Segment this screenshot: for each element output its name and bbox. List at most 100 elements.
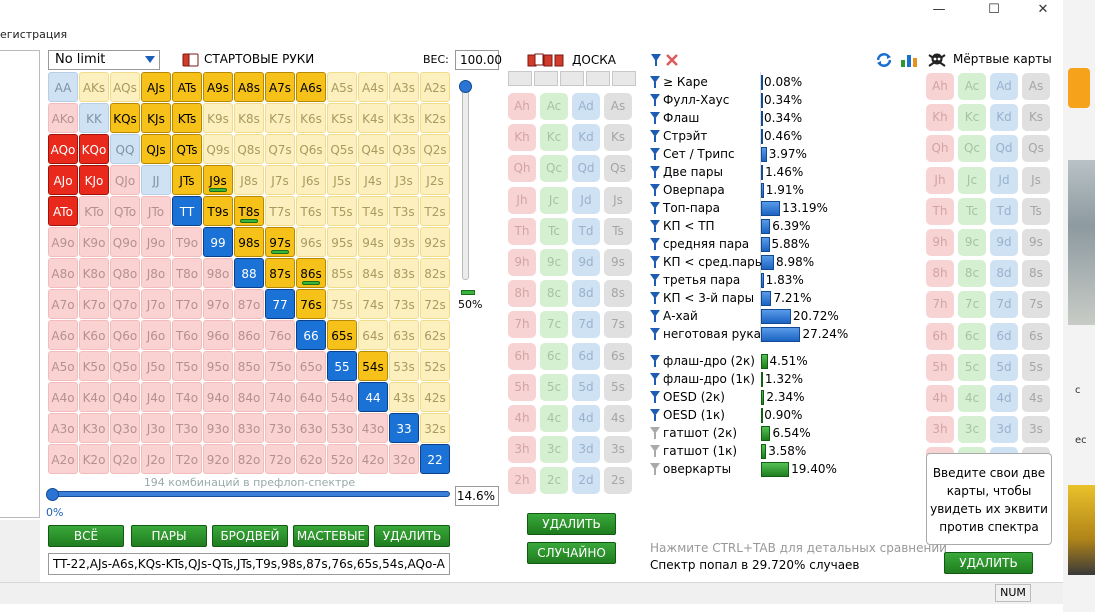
card-Ks[interactable]: Ks	[604, 124, 632, 152]
hand-cell[interactable]: Q8s	[234, 134, 264, 164]
refresh-icon[interactable]	[875, 52, 893, 68]
hand-cell[interactable]: 82o	[234, 444, 264, 474]
hand-cell[interactable]: T9s	[203, 196, 233, 226]
card-5c[interactable]: 5c	[958, 353, 986, 381]
card-As[interactable]: As	[1022, 73, 1050, 100]
hand-cell[interactable]: 53s	[389, 351, 419, 381]
card-Ks[interactable]: Ks	[1022, 104, 1050, 132]
weight-slider-knob[interactable]	[459, 80, 472, 93]
hand-cell[interactable]: Q2s	[420, 134, 450, 164]
broadway-button[interactable]: БРОДВЕЙ	[212, 525, 288, 547]
card-Tc[interactable]: Tc	[540, 217, 568, 245]
hand-cell[interactable]: Q4o	[110, 382, 140, 412]
hand-cell[interactable]: T2o	[172, 444, 202, 474]
maximize-button[interactable]: ☐	[988, 2, 1000, 17]
hand-cell[interactable]: 95s	[327, 227, 357, 257]
card-7d[interactable]: 7d	[572, 311, 600, 339]
card-7c[interactable]: 7c	[958, 291, 986, 319]
card-5h[interactable]: 5h	[508, 373, 536, 401]
hand-cell[interactable]: A9s	[203, 72, 233, 102]
hand-cell[interactable]: K2s	[420, 103, 450, 133]
hand-cell[interactable]: 76o	[265, 320, 295, 350]
hand-cell[interactable]: 32s	[420, 413, 450, 443]
hand-cell[interactable]: K5o	[79, 351, 109, 381]
card-7d[interactable]: 7d	[990, 291, 1018, 319]
card-Ts[interactable]: Ts	[604, 217, 632, 245]
hand-cell[interactable]: 97o	[203, 289, 233, 319]
card-4c[interactable]: 4c	[958, 384, 986, 412]
hand-cell[interactable]: 22	[420, 444, 450, 474]
hand-cell[interactable]: 94s	[358, 227, 388, 257]
hand-cell[interactable]: 98s	[234, 227, 264, 257]
hand-cell[interactable]: J9s	[203, 165, 233, 195]
card-8d[interactable]: 8d	[572, 280, 600, 308]
card-Kd[interactable]: Kd	[990, 104, 1018, 132]
hand-cell[interactable]: 65s	[327, 320, 357, 350]
hand-cell[interactable]: T5s	[327, 196, 357, 226]
card-Qh[interactable]: Qh	[508, 155, 536, 183]
card-Jh[interactable]: Jh	[926, 166, 954, 194]
hand-cell[interactable]: 33	[389, 413, 419, 443]
card-9s[interactable]: 9s	[604, 248, 632, 276]
hand-cell[interactable]: 85o	[234, 351, 264, 381]
card-3c[interactable]: 3c	[540, 436, 568, 464]
dead-delete-button[interactable]: УДАЛИТЬ	[944, 552, 1033, 574]
hand-cell[interactable]: AQs	[110, 72, 140, 102]
hand-cell[interactable]: T7o	[172, 289, 202, 319]
hand-cell[interactable]: J7s	[265, 165, 295, 195]
card-Kc[interactable]: Kc	[958, 104, 986, 132]
board-slot[interactable]	[612, 71, 636, 86]
filter-icon[interactable]	[650, 52, 680, 68]
stat-row[interactable]: флаш-дро (1к) 1.32%	[650, 370, 900, 388]
card-Th[interactable]: Th	[508, 217, 536, 245]
hand-cell[interactable]: AKs	[79, 72, 109, 102]
filter-icon[interactable]	[650, 76, 660, 88]
card-Qd[interactable]: Qd	[572, 155, 600, 183]
hand-cell[interactable]: KQo	[79, 134, 109, 164]
hand-cell[interactable]: Q4s	[358, 134, 388, 164]
hand-cell[interactable]: 74s	[358, 289, 388, 319]
filter-icon[interactable]	[650, 130, 660, 142]
filter-icon[interactable]	[650, 148, 660, 160]
hand-cell[interactable]: K8o	[79, 258, 109, 288]
hand-cell[interactable]: 99	[203, 227, 233, 257]
card-7h[interactable]: 7h	[926, 291, 954, 319]
card-3s[interactable]: 3s	[604, 436, 632, 464]
hand-cell[interactable]: 64s	[358, 320, 388, 350]
hand-cell[interactable]: QQ	[110, 134, 140, 164]
stat-row[interactable]: оверкарты 19.40%	[650, 460, 900, 478]
hand-cell[interactable]: KTs	[172, 103, 202, 133]
hand-cell[interactable]: A6s	[296, 72, 326, 102]
stat-row[interactable]: ≥ Каре 0.08%	[650, 73, 900, 91]
limit-select[interactable]: No limit	[48, 50, 160, 70]
range-slider-knob[interactable]	[46, 488, 59, 501]
hand-cell[interactable]: 72s	[420, 289, 450, 319]
hand-cell[interactable]: A4o	[48, 382, 78, 412]
hand-cell[interactable]: T8o	[172, 258, 202, 288]
hand-cell[interactable]: 85s	[327, 258, 357, 288]
card-6c[interactable]: 6c	[958, 322, 986, 350]
hand-cell[interactable]: Q3o	[110, 413, 140, 443]
hand-cell[interactable]: T8s	[234, 196, 264, 226]
card-4s[interactable]: 4s	[1022, 384, 1050, 412]
hand-cell[interactable]: Q9s	[203, 134, 233, 164]
hand-cell[interactable]: K9o	[79, 227, 109, 257]
pairs-button[interactable]: ПАРЫ	[131, 525, 207, 547]
hand-cell[interactable]: 42o	[358, 444, 388, 474]
card-8d[interactable]: 8d	[990, 260, 1018, 288]
card-Qs[interactable]: Qs	[604, 155, 632, 183]
stat-row[interactable]: КП < 3-й пары 7.21%	[650, 289, 900, 307]
card-5s[interactable]: 5s	[1022, 353, 1050, 381]
card-7s[interactable]: 7s	[1022, 291, 1050, 319]
card-4h[interactable]: 4h	[508, 404, 536, 432]
hand-cell[interactable]: K8s	[234, 103, 264, 133]
hand-cell[interactable]: K4s	[358, 103, 388, 133]
hand-cell[interactable]: 75o	[265, 351, 295, 381]
card-5d[interactable]: 5d	[990, 353, 1018, 381]
hand-cell[interactable]: QJo	[110, 165, 140, 195]
card-2d[interactable]: 2d	[572, 467, 600, 495]
card-Jd[interactable]: Jd	[572, 186, 600, 214]
hand-cell[interactable]: J8o	[141, 258, 171, 288]
hand-cell[interactable]: QJs	[141, 134, 171, 164]
card-5c[interactable]: 5c	[540, 373, 568, 401]
